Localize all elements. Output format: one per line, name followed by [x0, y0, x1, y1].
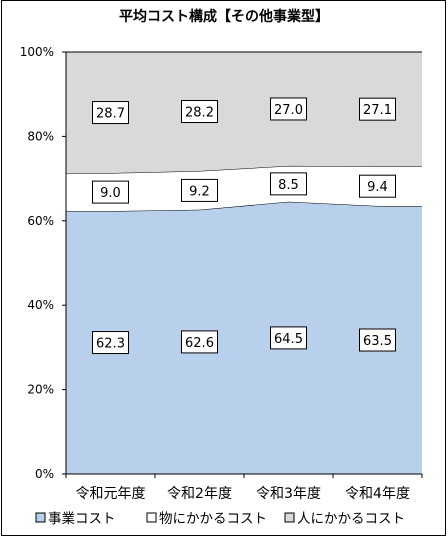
data-label-box: [181, 100, 218, 124]
data-label: 63.5: [363, 334, 392, 349]
data-label: 27.0: [274, 103, 303, 118]
data-label-box: [270, 172, 307, 196]
x-tick-label: 令和4年度: [345, 486, 410, 502]
data-label: 64.5: [274, 332, 303, 347]
legend-swatch: [284, 512, 295, 523]
area-1: [66, 201, 422, 475]
data-label-box: [92, 180, 129, 204]
data-label: 62.3: [96, 337, 125, 352]
data-label-box: [92, 331, 129, 355]
area-2: [66, 165, 422, 212]
data-label-box: [359, 328, 396, 352]
data-label: 9.0: [100, 186, 121, 201]
chart-title: 平均コスト構成【その他事業型】: [119, 8, 329, 25]
legend-label: 人にかかるコスト: [297, 511, 405, 527]
data-label-box: [359, 174, 396, 198]
data-label: 27.1: [363, 103, 392, 118]
x-tick-label: 令和元年度: [76, 486, 146, 502]
data-label-box: [359, 97, 396, 121]
y-tick-label: 100%: [20, 45, 54, 59]
data-label-box: [270, 326, 307, 350]
y-tick-label: 80%: [27, 129, 54, 143]
y-tick-label: 0%: [35, 467, 54, 481]
y-tick-label: 40%: [27, 298, 54, 312]
legend-swatch: [35, 512, 46, 523]
data-label: 62.6: [185, 336, 214, 351]
data-label: 9.2: [189, 184, 210, 199]
x-tick-label: 令和2年度: [167, 486, 232, 502]
legend-swatch: [146, 512, 157, 523]
area-3: [66, 52, 422, 174]
data-label: 28.2: [185, 106, 214, 121]
data-label: 8.5: [278, 178, 299, 193]
data-label: 9.4: [367, 180, 388, 195]
x-tick-label: 令和3年度: [256, 486, 321, 502]
legend-label: 物にかかるコスト: [159, 511, 267, 527]
y-tick-label: 60%: [27, 214, 54, 228]
y-tick-label: 20%: [27, 383, 54, 397]
legend-label: 事業コスト: [48, 511, 116, 527]
data-label-box: [92, 101, 129, 125]
data-label: 28.7: [96, 107, 125, 122]
data-label-box: [181, 178, 218, 202]
data-label-box: [270, 97, 307, 121]
data-label-box: [181, 330, 218, 354]
